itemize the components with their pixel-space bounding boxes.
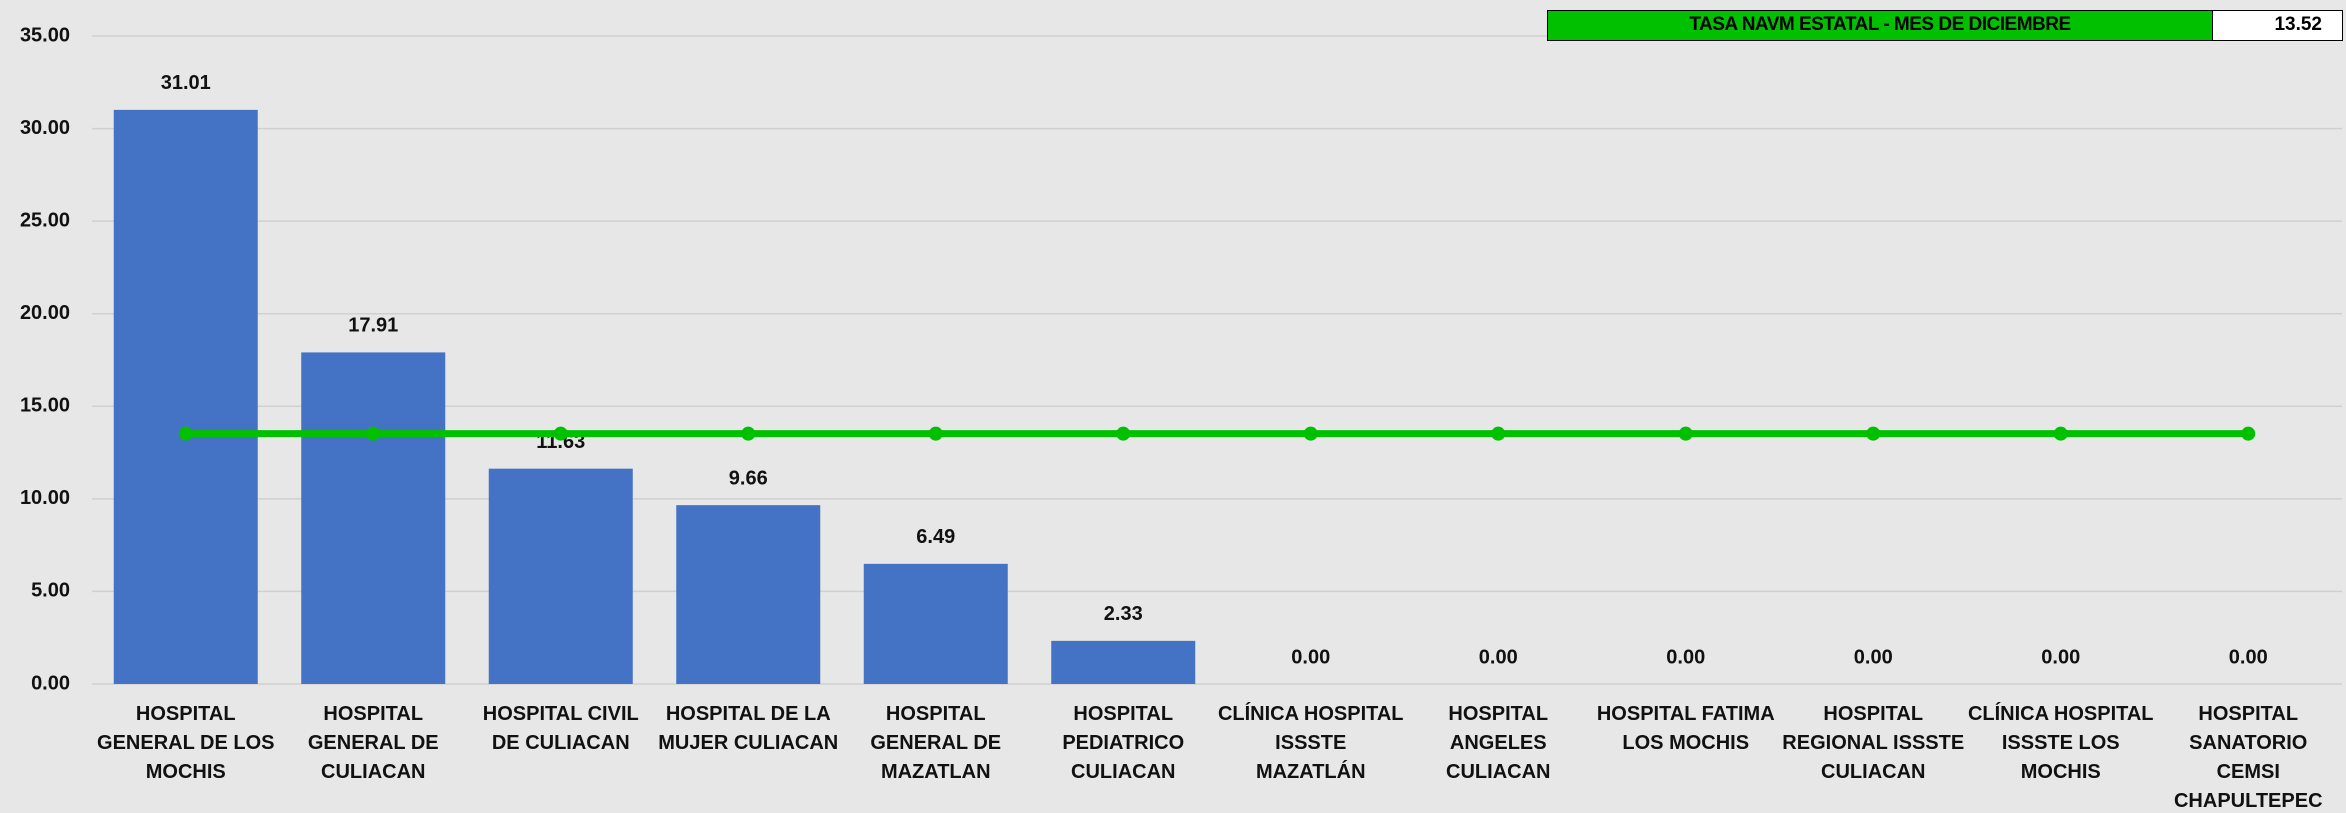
y-tick-label: 15.00 <box>20 395 70 417</box>
data-label: 9.66 <box>729 467 768 489</box>
data-label: 0.00 <box>1479 646 1518 668</box>
bar <box>676 505 821 684</box>
data-label: 6.49 <box>916 526 955 548</box>
bar <box>1051 640 1196 684</box>
x-tick-label: CLÍNICA HOSPITAL ISSSTE LOS MOCHIS <box>1967 703 2154 783</box>
line-marker <box>178 426 193 441</box>
line-marker <box>1303 426 1318 441</box>
x-tick-label: HOSPITAL GENERAL DE LOS MOCHIS <box>97 703 275 783</box>
line-marker <box>928 426 943 441</box>
data-label: 17.91 <box>348 315 398 337</box>
x-tick-label: HOSPITAL CIVIL DE CULIACAN <box>482 703 639 754</box>
data-label: 0.00 <box>1291 646 1330 668</box>
bar <box>488 468 633 684</box>
x-tick-label: HOSPITAL GENERAL DE CULIACAN <box>307 703 439 783</box>
bar <box>301 352 446 684</box>
line-marker <box>1491 426 1506 441</box>
data-label: 0.00 <box>2229 646 2268 668</box>
x-tick-label: HOSPITAL SANATORIO CEMSI CHAPULTEPEC <box>2173 703 2323 812</box>
line-marker <box>553 426 568 441</box>
data-label: 31.01 <box>161 72 211 94</box>
y-tick-label: 30.00 <box>20 117 70 139</box>
x-tick-label: HOSPITAL DE LA MUJER CULIACAN <box>658 703 839 754</box>
y-tick-label: 25.00 <box>20 209 70 231</box>
data-label: 0.00 <box>1666 646 1705 668</box>
data-label: 0.00 <box>1854 646 1893 668</box>
data-label: 2.33 <box>1104 603 1143 625</box>
line-marker <box>366 426 381 441</box>
line-marker <box>1116 426 1131 441</box>
line-marker <box>2241 426 2256 441</box>
y-tick-label: 35.00 <box>20 24 70 46</box>
line-marker <box>741 426 756 441</box>
y-tick-label: 5.00 <box>31 580 70 602</box>
x-tick-label: HOSPITAL REGIONAL ISSSTE CULIACAN <box>1782 703 1965 783</box>
legend-label: TASA NAVM ESTATAL - MES DE DICIEMBRE <box>1548 11 2213 40</box>
x-tick-label: HOSPITAL ANGELES CULIACAN <box>1446 703 1551 783</box>
x-tick-label: HOSPITAL GENERAL DE MAZATLAN <box>870 703 1002 783</box>
bar <box>113 109 258 684</box>
line-marker <box>2053 426 2068 441</box>
legend-value: 13.52 <box>2213 11 2342 40</box>
y-tick-label: 0.00 <box>31 672 70 694</box>
line-marker <box>1866 426 1881 441</box>
x-tick-label: HOSPITAL PEDIATRICO CULIACAN <box>1062 703 1185 783</box>
x-tick-label: HOSPITAL FATIMA LOS MOCHIS <box>1596 703 1775 754</box>
bar <box>863 563 1008 684</box>
data-label: 0.00 <box>2041 646 2080 668</box>
x-tick-label: CLÍNICA HOSPITAL ISSSTE MAZATLÁN <box>1217 703 1404 783</box>
line-marker <box>1678 426 1693 441</box>
y-tick-label: 10.00 <box>20 487 70 509</box>
legend: TASA NAVM ESTATAL - MES DE DICIEMBRE 13.… <box>1547 10 2343 41</box>
y-tick-label: 20.00 <box>20 302 70 324</box>
